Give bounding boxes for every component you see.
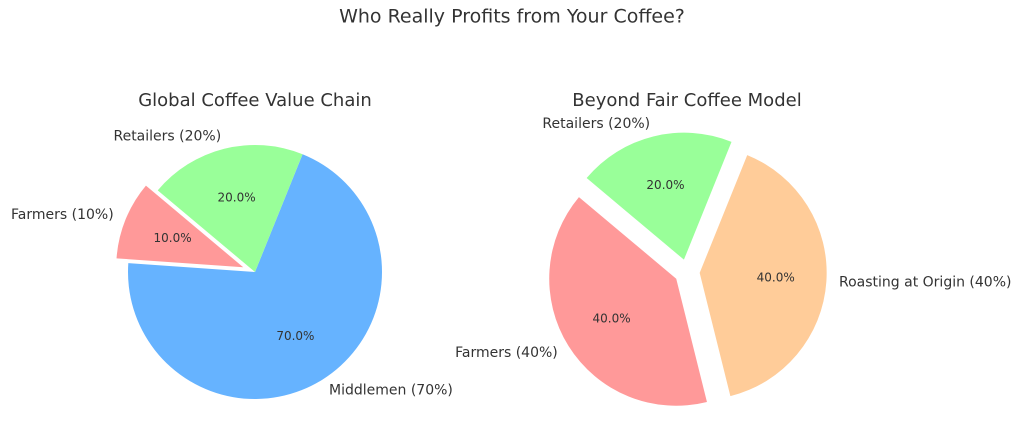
category-label: Farmers (10%) xyxy=(11,207,114,223)
figure-title: Who Really Profits from Your Coffee? xyxy=(339,6,685,28)
category-label: Retailers (20%) xyxy=(113,128,221,144)
pie-wedge xyxy=(586,132,732,260)
percent-label: 40.0% xyxy=(757,271,795,285)
chart-title: Beyond Fair Coffee Model xyxy=(572,90,801,111)
chart-title: Global Coffee Value Chain xyxy=(138,90,372,111)
category-label: Farmers (40%) xyxy=(455,345,558,361)
pie-wedge xyxy=(699,155,827,397)
percent-label: 20.0% xyxy=(218,191,256,205)
pie-wedge xyxy=(157,144,303,272)
percent-label: 10.0% xyxy=(154,231,192,245)
pie-wedge xyxy=(116,185,244,268)
category-label: Retailers (20%) xyxy=(542,116,650,132)
category-label: Roasting at Origin (40%) xyxy=(839,275,1011,291)
percent-label: 20.0% xyxy=(646,178,684,192)
pie-wedge xyxy=(128,154,383,400)
percent-label: 70.0% xyxy=(276,329,314,343)
category-label: Middlemen (70%) xyxy=(329,382,453,398)
percent-label: 40.0% xyxy=(593,312,631,326)
pie-wedge xyxy=(549,197,707,406)
